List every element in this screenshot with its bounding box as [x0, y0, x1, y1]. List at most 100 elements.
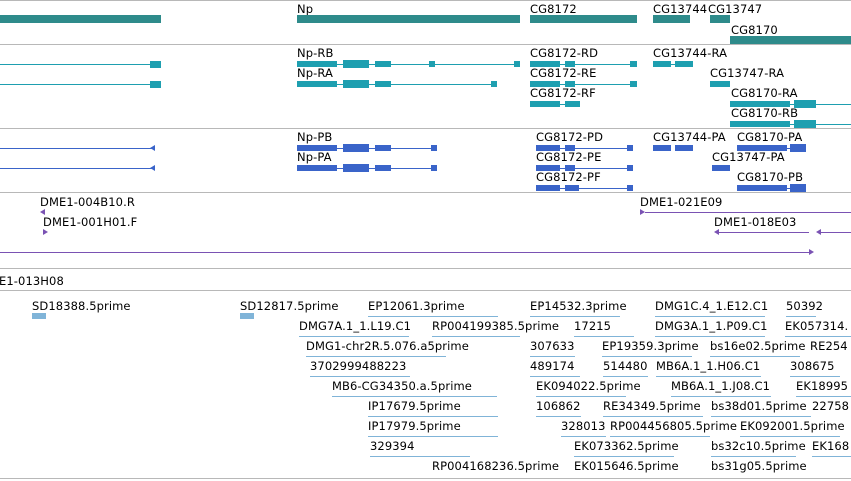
clone-label[interactable]: DME1-018E03	[714, 215, 797, 229]
protein-label[interactable]: CG13744-PA	[653, 130, 726, 144]
transcript-exon[interactable]	[530, 81, 560, 87]
est-label[interactable]: 489174	[530, 359, 575, 373]
transcript-exon[interactable]	[565, 81, 575, 87]
protein-exon[interactable]	[790, 184, 806, 192]
protein-exon[interactable]	[627, 165, 633, 171]
transcript-exon[interactable]	[794, 100, 816, 108]
protein-exon[interactable]	[375, 165, 391, 171]
est-label[interactable]: EK168	[812, 439, 850, 453]
est-label[interactable]: 308675	[790, 359, 835, 373]
est-label[interactable]: MB6A.1_1.J08.C1	[671, 379, 771, 393]
est-label[interactable]: bs32c10.5prime	[711, 439, 806, 453]
gene-feature[interactable]	[730, 36, 851, 44]
est-label[interactable]: EK18995	[796, 379, 849, 393]
transcript-label[interactable]: Np-RB	[297, 46, 334, 60]
clone-end-marker[interactable]	[43, 229, 48, 235]
est-label[interactable]: 17215	[574, 319, 612, 333]
clone-end-marker[interactable]	[809, 249, 814, 255]
protein-exon[interactable]	[297, 145, 337, 151]
transcript-exon[interactable]	[565, 61, 575, 67]
gene-label[interactable]: CG8172	[530, 2, 577, 16]
clone-label[interactable]: DME1-004B10.R	[40, 195, 135, 209]
est-label[interactable]: EK073362.5prime	[574, 439, 679, 453]
transcript-exon[interactable]	[150, 81, 161, 88]
protein-label[interactable]: CG8172-PD	[536, 130, 604, 144]
clone-label[interactable]: E1-013H08	[0, 274, 64, 288]
est-feature[interactable]	[240, 313, 254, 319]
protein-exon[interactable]	[565, 185, 579, 191]
protein-exon[interactable]	[737, 185, 787, 191]
est-label[interactable]: EP14532.3prime	[530, 299, 627, 313]
protein-label[interactable]: CG13747-PA	[712, 150, 785, 164]
est-label[interactable]: 50392	[786, 299, 824, 313]
est-label[interactable]: RP004168236.5prime	[432, 459, 560, 473]
transcript-exon[interactable]	[343, 60, 369, 68]
gene-label[interactable]: Np	[297, 2, 314, 16]
protein-exon[interactable]	[565, 165, 575, 171]
protein-label[interactable]: CG8172-PE	[536, 150, 602, 164]
est-label[interactable]: EK092001.5prime	[740, 419, 845, 433]
protein-label[interactable]: CG8172-PF	[536, 170, 601, 184]
protein-exon[interactable]	[536, 165, 560, 171]
transcript-exon[interactable]	[514, 61, 520, 67]
protein-exon[interactable]	[627, 145, 633, 151]
protein-exon[interactable]	[536, 185, 560, 191]
est-label[interactable]: RE254	[810, 339, 848, 353]
est-label[interactable]: 106862	[536, 399, 581, 413]
protein-exon[interactable]	[675, 145, 693, 151]
protein-exon[interactable]	[343, 144, 369, 152]
protein-exon[interactable]	[343, 164, 369, 172]
transcript-exon[interactable]	[730, 101, 790, 107]
transcript-exon[interactable]	[297, 81, 337, 87]
protein-label[interactable]: Np-PA	[297, 150, 332, 164]
protein-exon[interactable]	[653, 145, 671, 151]
protein-exon[interactable]	[536, 145, 560, 151]
protein-label[interactable]: CG8170-PA	[737, 130, 803, 144]
est-label[interactable]: SD12817.5prime	[240, 299, 339, 313]
clone-label[interactable]: DME1-021E09	[640, 195, 723, 209]
est-label[interactable]: IP17979.5prime	[368, 419, 461, 433]
protein-exon[interactable]	[375, 145, 391, 151]
gene-feature[interactable]	[653, 15, 690, 23]
transcript-exon[interactable]	[653, 61, 671, 67]
protein-exon[interactable]	[712, 165, 730, 171]
est-label[interactable]: 307633	[530, 339, 575, 353]
transcript-exon[interactable]	[710, 81, 730, 87]
transcript-exon[interactable]	[150, 61, 161, 68]
transcript-label[interactable]: CG13747-RA	[710, 66, 785, 80]
transcript-label[interactable]: CG8170-RA	[731, 86, 798, 100]
est-label[interactable]: 3702999488223	[310, 359, 407, 373]
transcript-label[interactable]: Np-RA	[297, 66, 333, 80]
est-label[interactable]: EK094022.5prime	[536, 379, 641, 393]
est-label[interactable]: MB6-CG34350.a.5prime	[332, 379, 472, 393]
est-label[interactable]: DMG1-chr2R.5.076.a5prime	[306, 339, 469, 353]
est-label[interactable]: bs16e02.5prime	[710, 339, 806, 353]
clone-end-marker[interactable]	[714, 229, 719, 235]
transcript-exon[interactable]	[530, 61, 560, 67]
transcript-exon[interactable]	[429, 61, 435, 67]
est-label[interactable]: EK057314.	[785, 319, 849, 333]
protein-label[interactable]: CG8170-PB	[737, 170, 804, 184]
est-feature[interactable]	[32, 313, 46, 319]
transcript-label[interactable]: CG8172-RF	[530, 86, 596, 100]
est-label[interactable]: SD18388.5prime	[32, 299, 131, 313]
est-label[interactable]: MB6A.1_1.H06.C1	[656, 359, 761, 373]
transcript-exon[interactable]	[565, 101, 580, 107]
est-label[interactable]: EK015646.5prime	[574, 459, 679, 473]
est-label[interactable]: DMG7A.1_1.L19.C1	[299, 319, 412, 333]
transcript-exon[interactable]	[530, 101, 560, 107]
transcript-exon[interactable]	[794, 120, 816, 128]
transcript-exon[interactable]	[343, 80, 369, 88]
est-label[interactable]: RE34349.5prime	[603, 399, 701, 413]
protein-exon[interactable]	[627, 185, 633, 191]
transcript-label[interactable]: CG8172-RE	[530, 66, 597, 80]
protein-exon[interactable]	[431, 145, 437, 151]
est-label[interactable]: EP12061.3prime	[368, 299, 465, 313]
est-label[interactable]: DMG1C.4_1.E12.C1	[655, 299, 769, 313]
est-label[interactable]: bs31g05.5prime	[711, 459, 807, 473]
protein-exon[interactable]	[737, 145, 787, 151]
protein-exon[interactable]	[431, 165, 437, 171]
gene-label[interactable]: CG8170	[731, 23, 778, 37]
protein-exon[interactable]	[790, 144, 806, 152]
est-label[interactable]: IP17679.5prime	[368, 399, 461, 413]
